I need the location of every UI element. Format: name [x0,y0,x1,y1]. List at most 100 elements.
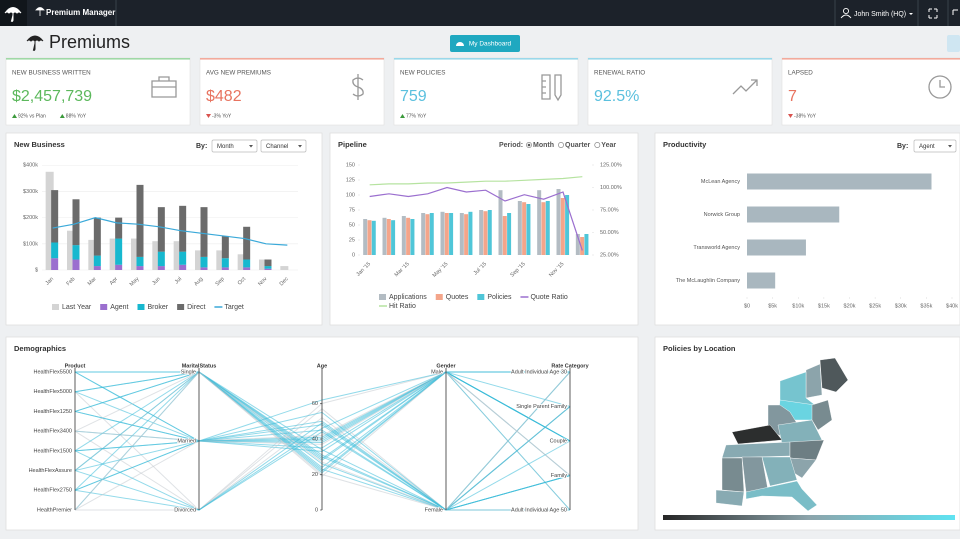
bar [479,210,484,255]
x-tick-label: $40k [946,303,958,309]
bar [386,219,391,255]
calendar-button[interactable] [947,35,960,52]
region [715,489,745,507]
bar-segment [200,207,208,257]
y-tick-label: 150 [346,162,355,168]
legend-swatch [477,294,485,300]
panel-title: Pipeline [338,140,367,149]
bar [449,213,454,255]
bar-segment [93,266,101,270]
kpi-accent [588,58,772,60]
bar [410,219,415,255]
bar-segment [72,259,80,270]
y-tick-label: $400k [23,163,38,169]
period-radio[interactable]: Year [594,142,617,149]
bar-segment [136,184,144,257]
dropdown[interactable]: Agent [913,139,957,153]
dropdown[interactable]: Channel [260,139,307,153]
fullscreen-button[interactable] [928,8,938,19]
bar [545,201,550,255]
bar-segment [51,258,59,270]
y2-tick-label: 100.00% [600,185,622,191]
y-tick-label: 75 [349,207,355,213]
x-tick-label: Dec [279,276,290,287]
kpi-trend: 88% YoY [66,113,87,119]
axis-title: Product [65,363,86,369]
x-tick-label: $10k [792,303,804,309]
bar [560,198,565,255]
bar-segment [221,267,229,270]
bar-segment [200,267,208,270]
category-label: Divorced [174,507,196,513]
my-dashboard-button[interactable]: My Dashboard [450,35,520,52]
trend-arrow [59,114,65,118]
bar [371,220,376,255]
bar [522,202,527,255]
by-label: By: [897,143,908,150]
legend-swatch [177,304,185,310]
bar [109,238,118,270]
bar [464,214,469,255]
category-label: HealthFlex5500 [33,369,72,375]
region [745,480,818,512]
bar [280,266,289,270]
legend-label: Broker [148,304,169,311]
period-radio[interactable]: Month [526,142,554,149]
legend-swatch [52,304,59,310]
region [761,456,798,487]
y-tick-label: McLean Agency [701,179,740,185]
legend-label: Quote Ratio [530,294,567,301]
region [819,357,849,393]
y-tick-label: 25 [349,237,355,243]
series-line [369,176,583,186]
category-label: Female [425,507,443,513]
kpi-label: AVG NEW PREMIUMS [206,70,271,77]
dropdown-value: Channel [266,144,288,150]
legend-label: Applications [389,294,427,301]
kpi-card [393,57,579,126]
y-tick-label: Norwick Group [704,212,740,218]
top-bar [0,0,960,26]
kpi-label: LAPSED [788,70,813,77]
category-label: HealthFlex3400 [33,429,72,435]
app-name[interactable]: Premium Manager [46,8,115,17]
trend-arrow [12,114,17,118]
kpi-trend: -3% YoY [212,113,232,119]
panel-title: New Business [14,140,65,149]
bar [131,238,139,270]
button-bg [450,35,520,52]
period-radio[interactable]: Quarter [558,142,591,149]
bar-segment [264,266,272,269]
more-button[interactable] [952,9,958,15]
y-tick-label: $100k [23,241,38,247]
bar [88,239,97,270]
category-label: HealthFlex2750 [33,488,72,494]
category-label: Adult Individual Age 30 [511,369,567,375]
bar-segment [221,258,229,268]
bar [421,213,426,255]
x-tick-label: $5k [768,303,777,309]
bar [517,201,522,255]
bar-segment [243,226,251,260]
dropdown[interactable]: Month [211,139,258,153]
x-tick-label: Nov [257,276,268,287]
x-tick-label: $20k [844,303,856,309]
kpi-trend: -38% YoY [794,113,817,119]
briefcase-icon [151,76,177,98]
kpi-label: RENEWAL RATIO [594,70,645,77]
legend-label: Hit Ratio [389,303,416,310]
user-menu[interactable]: John Smith (HQ) [840,7,913,19]
bar [747,173,932,190]
period-label: Period: [499,142,523,149]
kpi-trend: 92% vs Plan [18,113,46,119]
kpi-accent [394,58,578,60]
legend-label: Last Year [62,304,92,311]
dropdown-box [260,139,307,153]
series-line [52,216,288,246]
color-legend [663,515,955,520]
bar-segment [200,256,208,268]
x-tick-label: May [129,276,141,288]
region [721,457,745,493]
y-tick-label: Transworld Agency [693,245,740,251]
axis-title: Gender [436,363,456,369]
